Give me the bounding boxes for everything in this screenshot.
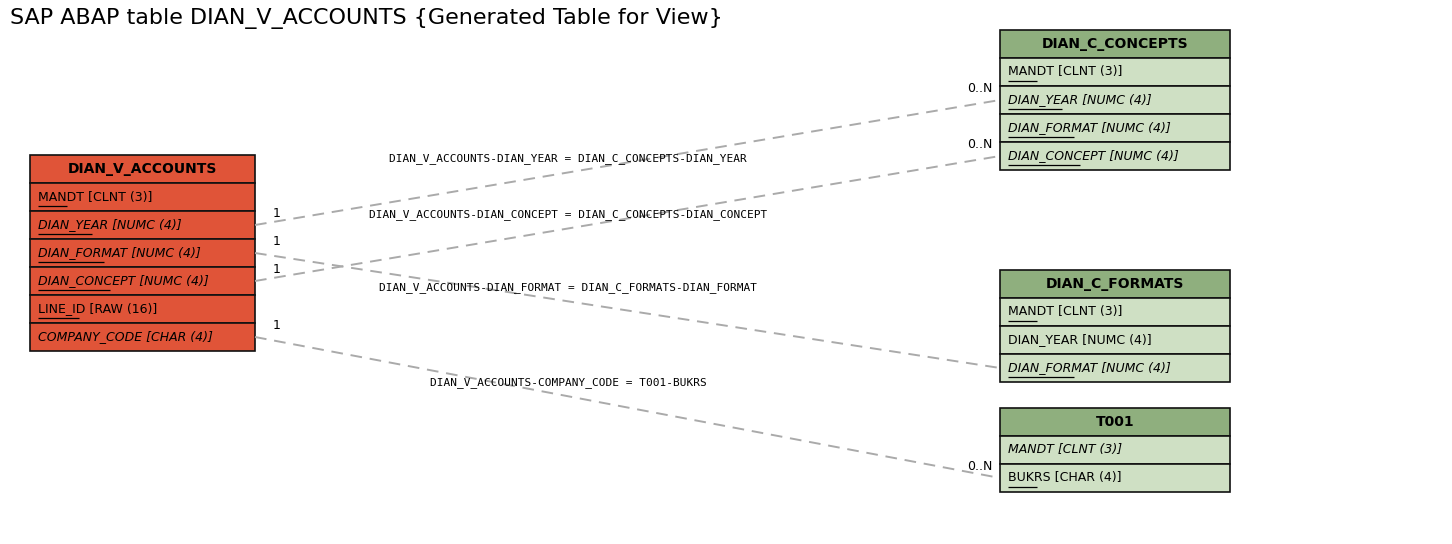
Text: DIAN_V_ACCOUNTS-DIAN_CONCEPT = DIAN_C_CONCEPTS-DIAN_CONCEPT: DIAN_V_ACCOUNTS-DIAN_CONCEPT = DIAN_C_CO…: [369, 209, 767, 220]
Text: DIAN_YEAR [NUMC (4)]: DIAN_YEAR [NUMC (4)]: [1008, 94, 1151, 107]
Bar: [1000, 408, 1230, 436]
Bar: [1000, 464, 1230, 492]
Bar: [1000, 270, 1230, 298]
Text: 0..N: 0..N: [967, 460, 992, 473]
Text: DIAN_V_ACCOUNTS: DIAN_V_ACCOUNTS: [68, 162, 218, 176]
Bar: [1000, 30, 1230, 58]
Text: SAP ABAP table DIAN_V_ACCOUNTS {Generated Table for View}: SAP ABAP table DIAN_V_ACCOUNTS {Generate…: [10, 8, 723, 29]
Text: MANDT [CLNT (3)]: MANDT [CLNT (3)]: [1008, 443, 1122, 456]
Text: 0..N: 0..N: [967, 82, 992, 95]
Text: T001: T001: [1096, 415, 1134, 429]
Text: DIAN_V_ACCOUNTS-DIAN_FORMAT = DIAN_C_FORMATS-DIAN_FORMAT: DIAN_V_ACCOUNTS-DIAN_FORMAT = DIAN_C_FOR…: [379, 282, 756, 293]
Text: DIAN_FORMAT [NUMC (4)]: DIAN_FORMAT [NUMC (4)]: [1008, 362, 1170, 374]
Text: 1: 1: [273, 207, 280, 220]
Text: DIAN_C_FORMATS: DIAN_C_FORMATS: [1045, 277, 1185, 291]
Bar: [1000, 436, 1230, 464]
Text: 1: 1: [273, 235, 280, 248]
Text: DIAN_CONCEPT [NUMC (4)]: DIAN_CONCEPT [NUMC (4)]: [1008, 150, 1179, 163]
Bar: [1000, 142, 1230, 170]
Text: 1: 1: [273, 263, 280, 276]
Text: 0..N: 0..N: [967, 138, 992, 151]
Bar: [30, 295, 256, 323]
Bar: [30, 183, 256, 211]
Bar: [30, 323, 256, 351]
Bar: [1000, 86, 1230, 114]
Text: MANDT [CLNT (3)]: MANDT [CLNT (3)]: [1008, 306, 1122, 318]
Text: MANDT [CLNT (3)]: MANDT [CLNT (3)]: [38, 190, 152, 203]
Text: BUKRS [CHAR (4)]: BUKRS [CHAR (4)]: [1008, 472, 1121, 485]
Bar: [30, 239, 256, 267]
Bar: [1000, 298, 1230, 326]
Text: DIAN_FORMAT [NUMC (4)]: DIAN_FORMAT [NUMC (4)]: [1008, 121, 1170, 134]
Text: MANDT [CLNT (3)]: MANDT [CLNT (3)]: [1008, 65, 1122, 78]
Bar: [1000, 114, 1230, 142]
Bar: [30, 155, 256, 183]
Text: COMPANY_CODE [CHAR (4)]: COMPANY_CODE [CHAR (4)]: [38, 331, 213, 343]
Text: DIAN_C_CONCEPTS: DIAN_C_CONCEPTS: [1041, 37, 1188, 51]
Text: DIAN_V_ACCOUNTS-DIAN_YEAR = DIAN_C_CONCEPTS-DIAN_YEAR: DIAN_V_ACCOUNTS-DIAN_YEAR = DIAN_C_CONCE…: [389, 153, 746, 164]
Text: DIAN_YEAR [NUMC (4)]: DIAN_YEAR [NUMC (4)]: [38, 219, 182, 232]
Text: DIAN_V_ACCOUNTS-COMPANY_CODE = T001-BUKRS: DIAN_V_ACCOUNTS-COMPANY_CODE = T001-BUKR…: [430, 378, 706, 388]
Bar: [30, 267, 256, 295]
Text: 1: 1: [273, 319, 280, 332]
Bar: [30, 211, 256, 239]
Text: DIAN_CONCEPT [NUMC (4)]: DIAN_CONCEPT [NUMC (4)]: [38, 275, 209, 287]
Bar: [1000, 326, 1230, 354]
Bar: [1000, 58, 1230, 86]
Bar: [1000, 354, 1230, 382]
Text: DIAN_YEAR [NUMC (4)]: DIAN_YEAR [NUMC (4)]: [1008, 333, 1151, 347]
Text: LINE_ID [RAW (16)]: LINE_ID [RAW (16)]: [38, 302, 157, 316]
Text: DIAN_FORMAT [NUMC (4)]: DIAN_FORMAT [NUMC (4)]: [38, 246, 200, 259]
